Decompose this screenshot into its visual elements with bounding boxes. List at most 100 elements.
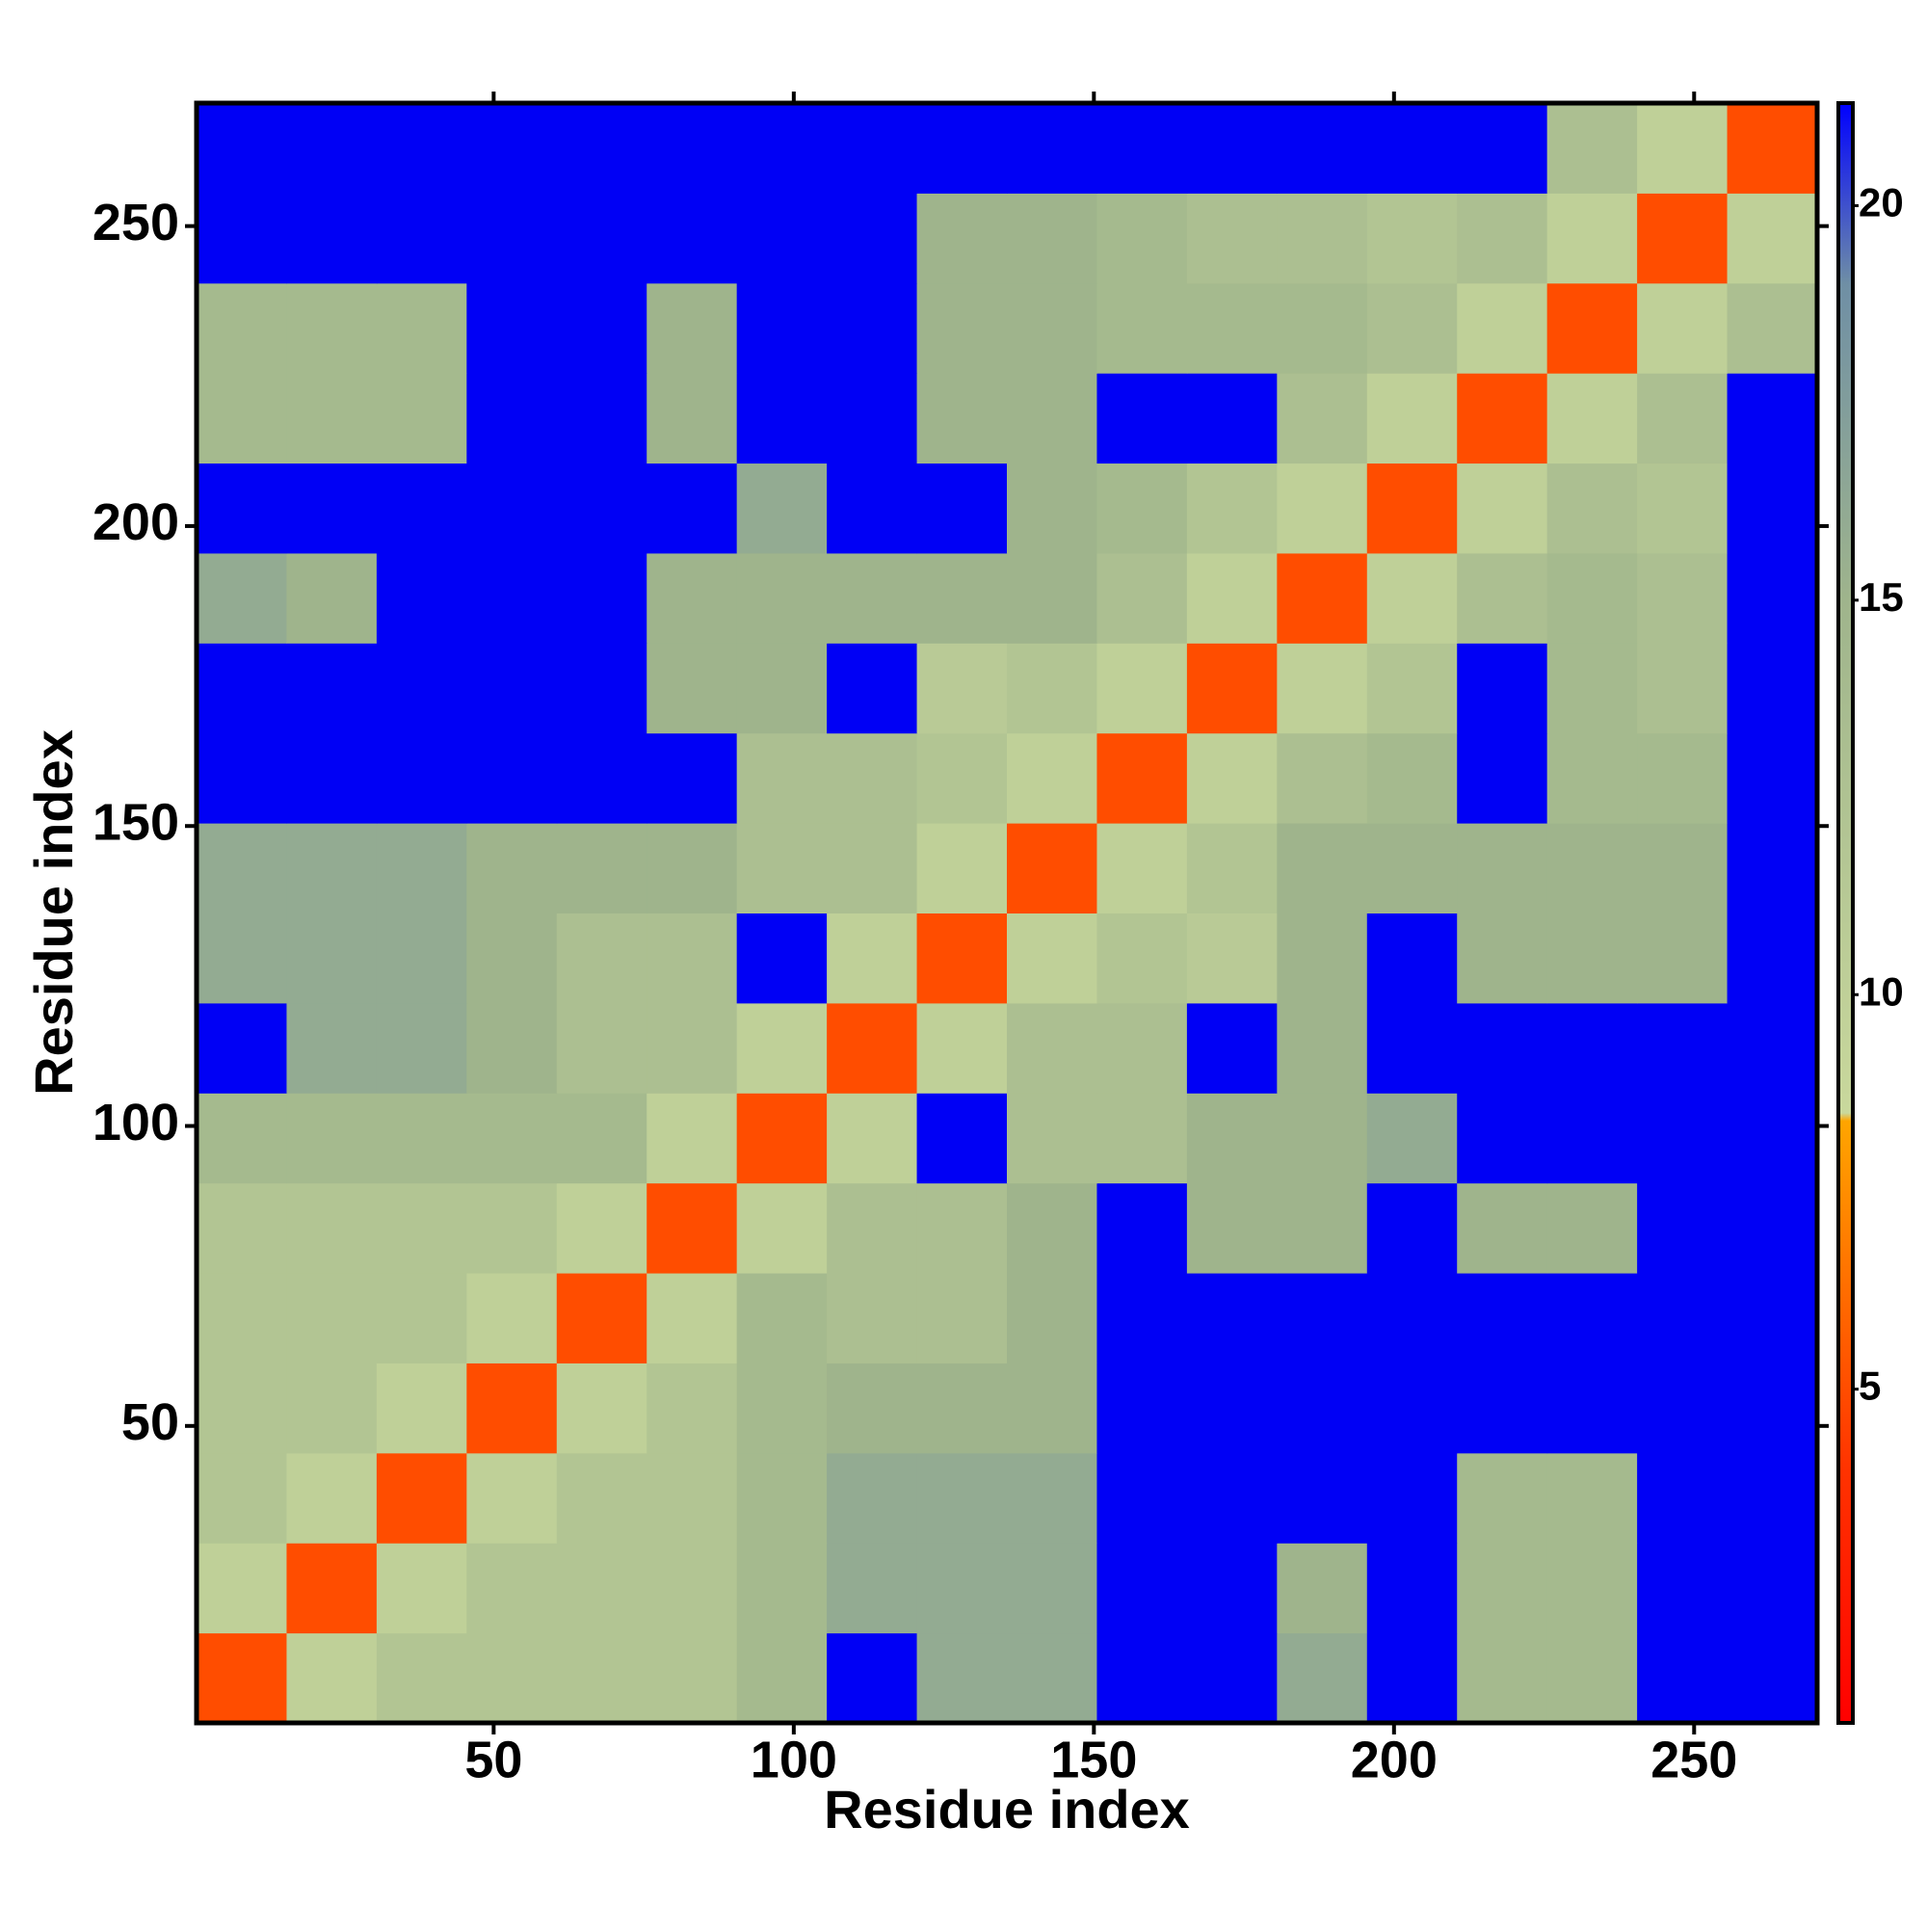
heatmap-cell — [1277, 1182, 1368, 1274]
heatmap-cell — [1366, 732, 1458, 824]
heatmap-cell — [1457, 1002, 1548, 1094]
heatmap-cell — [466, 1363, 558, 1454]
heatmap-cell — [1727, 913, 1818, 1004]
heatmap-cell — [1186, 823, 1278, 913]
heatmap-cell — [1096, 643, 1188, 734]
heatmap-cell — [647, 1002, 738, 1094]
heatmap-cell — [827, 1182, 918, 1274]
heatmap-cell — [197, 1632, 287, 1724]
heatmap-cell — [736, 1093, 828, 1184]
heatmap-cell — [1186, 103, 1278, 194]
heatmap-cell — [1546, 1002, 1638, 1094]
heatmap-cell — [1007, 1452, 1097, 1544]
heatmap-cell — [647, 732, 738, 824]
heatmap-cell — [1366, 1182, 1458, 1274]
heatmap-cell — [1546, 1452, 1638, 1544]
heatmap-cell — [1727, 282, 1818, 374]
heatmap-cell — [556, 193, 647, 284]
heatmap-cell — [1546, 913, 1638, 1004]
heatmap-cell — [197, 643, 287, 734]
heatmap-cell — [1007, 1363, 1097, 1454]
heatmap-cell — [376, 103, 467, 194]
heatmap-cell — [1727, 463, 1818, 554]
heatmap-cell — [827, 103, 918, 194]
heatmap-cell — [1637, 1632, 1729, 1724]
heatmap-cell — [1277, 373, 1368, 464]
heatmap-cell — [1546, 1363, 1638, 1454]
heatmap-cell — [1457, 1363, 1548, 1454]
heatmap-cell — [1727, 1273, 1818, 1363]
x-axis-title: Residue index — [824, 1779, 1190, 1839]
heatmap-cell — [197, 732, 287, 824]
heatmap-cell — [736, 913, 828, 1004]
heatmap-cell — [286, 1543, 378, 1634]
heatmap-cell — [1366, 552, 1458, 644]
heatmap-cell — [1727, 823, 1818, 913]
heatmap-cell — [1007, 1182, 1097, 1274]
heatmap-cell — [556, 1543, 647, 1634]
heatmap-cell — [1637, 913, 1729, 1004]
heatmap-cell — [1277, 1363, 1368, 1454]
heatmap-cell — [1007, 1632, 1097, 1724]
heatmap-cell — [1007, 1093, 1097, 1184]
heatmap-cell — [1637, 552, 1729, 644]
heatmap-cell — [647, 1273, 738, 1363]
heatmap-cell — [1366, 913, 1458, 1004]
heatmap-cell — [647, 1632, 738, 1724]
heatmap-cell — [376, 913, 467, 1004]
heatmap-cell — [556, 373, 647, 464]
heatmap-cell — [1727, 373, 1818, 464]
heatmap-cell — [916, 373, 1008, 464]
heatmap-cell — [466, 552, 558, 644]
heatmap-cell — [1727, 1182, 1818, 1274]
heatmap-cell — [1277, 463, 1368, 554]
heatmap-cell — [1096, 103, 1188, 194]
heatmap-cell — [1457, 282, 1548, 374]
heatmap-cell — [197, 552, 287, 644]
heatmap-cell — [1186, 1632, 1278, 1724]
heatmap-cell — [916, 732, 1008, 824]
heatmap-cell — [1277, 913, 1368, 1004]
heatmap-cell — [1186, 552, 1278, 644]
heatmap-cell — [376, 373, 467, 464]
heatmap-cell — [1186, 1273, 1278, 1363]
heatmap-cell — [1007, 913, 1097, 1004]
heatmap-cell — [197, 103, 287, 194]
heatmap-cell — [1186, 373, 1278, 464]
heatmap-cell — [1457, 193, 1548, 284]
heatmap-cell — [1186, 193, 1278, 284]
heatmap-cell — [1457, 103, 1548, 194]
heatmap-cell — [197, 1182, 287, 1274]
heatmap-cell — [197, 193, 287, 284]
y-tick-label: 100 — [92, 1094, 179, 1151]
y-tick-label: 250 — [92, 194, 179, 251]
heatmap-cell — [1546, 1093, 1638, 1184]
heatmap-cell — [827, 1002, 918, 1094]
heatmap-cell — [556, 103, 647, 194]
heatmap-cell — [286, 732, 378, 824]
heatmap-cell — [466, 1632, 558, 1724]
heatmap-cell — [197, 1452, 287, 1544]
heatmap-cell — [1637, 282, 1729, 374]
heatmap-cell — [1546, 103, 1638, 194]
heatmap-cell — [1366, 373, 1458, 464]
heatmap-cell — [1457, 463, 1548, 554]
heatmap-cell — [1546, 643, 1638, 734]
heatmap-cell — [1637, 1452, 1729, 1544]
heatmap-cell — [827, 552, 918, 644]
heatmap-cell — [466, 103, 558, 194]
heatmap-cell — [736, 1543, 828, 1634]
heatmap-cell — [736, 1273, 828, 1363]
heatmap-cell — [1007, 103, 1097, 194]
heatmap-cell — [556, 282, 647, 374]
x-tick-label: 200 — [1351, 1731, 1438, 1788]
heatmap-cell — [1277, 552, 1368, 644]
heatmap-cell — [1186, 1093, 1278, 1184]
heatmap-cell — [1277, 193, 1368, 284]
heatmap-cell — [1096, 823, 1188, 913]
heatmap-cell — [647, 552, 738, 644]
heatmap-cell — [1727, 1363, 1818, 1454]
heatmap-cell — [1457, 1273, 1548, 1363]
heatmap-cell — [1457, 823, 1548, 913]
heatmap-cell — [1366, 1002, 1458, 1094]
